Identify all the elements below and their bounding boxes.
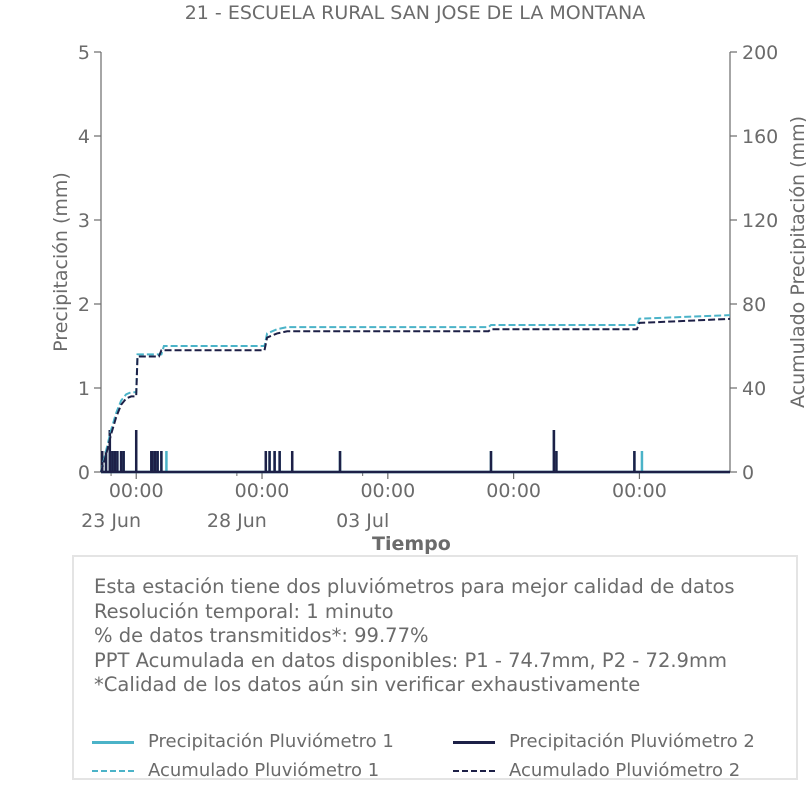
info-line-dual-gauges: Esta estación tiene dos pluviómetros par… bbox=[94, 575, 735, 598]
y-left-tick-label: 1 bbox=[78, 378, 90, 400]
info-box: Esta estación tiene dos pluviómetros par… bbox=[72, 555, 798, 781]
y-right-tick-label: 80 bbox=[742, 294, 766, 316]
x-tick-label: 00:00 bbox=[235, 480, 290, 502]
legend-swatch-a2 bbox=[453, 770, 495, 772]
info-line-quality-note: *Calidad de los datos aún sin verificar … bbox=[94, 673, 641, 696]
x-tick-label: 00:00 bbox=[486, 480, 541, 502]
x-tick-label: 00:00 bbox=[109, 480, 164, 502]
y-left-tick-label: 5 bbox=[78, 42, 90, 64]
y-right-tick-label: 40 bbox=[742, 378, 766, 400]
y-right-tick-label: 200 bbox=[742, 42, 778, 64]
y-left-tick-label: 4 bbox=[78, 126, 90, 148]
y-right-tick-label: 160 bbox=[742, 126, 778, 148]
precip-series-1 bbox=[101, 430, 730, 474]
legend-swatch-p2 bbox=[453, 741, 495, 744]
x-date-label: 23 Jun bbox=[81, 510, 141, 532]
y-left-tick-label: 0 bbox=[78, 462, 90, 484]
x-date-label: 28 Jun bbox=[207, 510, 267, 532]
x-axis-label: Tiempo bbox=[372, 533, 451, 555]
info-line-resolution: Resolución temporal: 1 minuto bbox=[94, 599, 394, 623]
y-left-tick-label: 3 bbox=[78, 210, 90, 232]
legend-label-a1: Acumulado Pluviómetro 1 bbox=[148, 760, 380, 781]
info-line-accumulated: PPT Acumulada en datos disponibles: P1 -… bbox=[94, 648, 727, 672]
chart-title: 21 - ESCUELA RURAL SAN JOSE DE LA MONTAN… bbox=[184, 2, 646, 24]
tick-labels: 0 1 2 3 4 5 0 40 80 120 160 200 00:00 00:00 00:00 00:00… bbox=[78, 42, 778, 532]
legend-swatch-a1 bbox=[92, 770, 134, 772]
x-tick-label: 00:00 bbox=[360, 480, 415, 502]
legend-swatch-p1 bbox=[92, 741, 134, 744]
legend-label-p1: Precipitación Pluviómetro 1 bbox=[148, 731, 394, 752]
x-date-label: 03 Jul bbox=[336, 510, 389, 532]
cumulative-series-line bbox=[100, 314, 731, 473]
series-group bbox=[100, 314, 731, 474]
info-line-transmitted: % de datos transmitidos*: 99.77% bbox=[94, 624, 429, 647]
y-right-tick-label: 120 bbox=[742, 210, 778, 232]
legend-label-p2: Precipitación Pluviómetro 2 bbox=[509, 731, 755, 752]
legend-label-a2: Acumulado Pluviómetro 2 bbox=[509, 760, 741, 781]
y-axis-left-label: Precipitación (mm) bbox=[50, 172, 72, 352]
y-left-tick-label: 2 bbox=[78, 294, 90, 316]
cumulative-series-line bbox=[100, 317, 731, 473]
y-right-tick-label: 0 bbox=[742, 462, 754, 484]
precip-series-2 bbox=[101, 430, 730, 474]
x-tick-label: 00:00 bbox=[612, 480, 667, 502]
y-axis-right-label: Acumulado Precipitación (mm) bbox=[787, 116, 806, 408]
axes bbox=[94, 51, 737, 479]
info-text: Esta estación tiene dos pluviómetros par… bbox=[94, 575, 735, 698]
